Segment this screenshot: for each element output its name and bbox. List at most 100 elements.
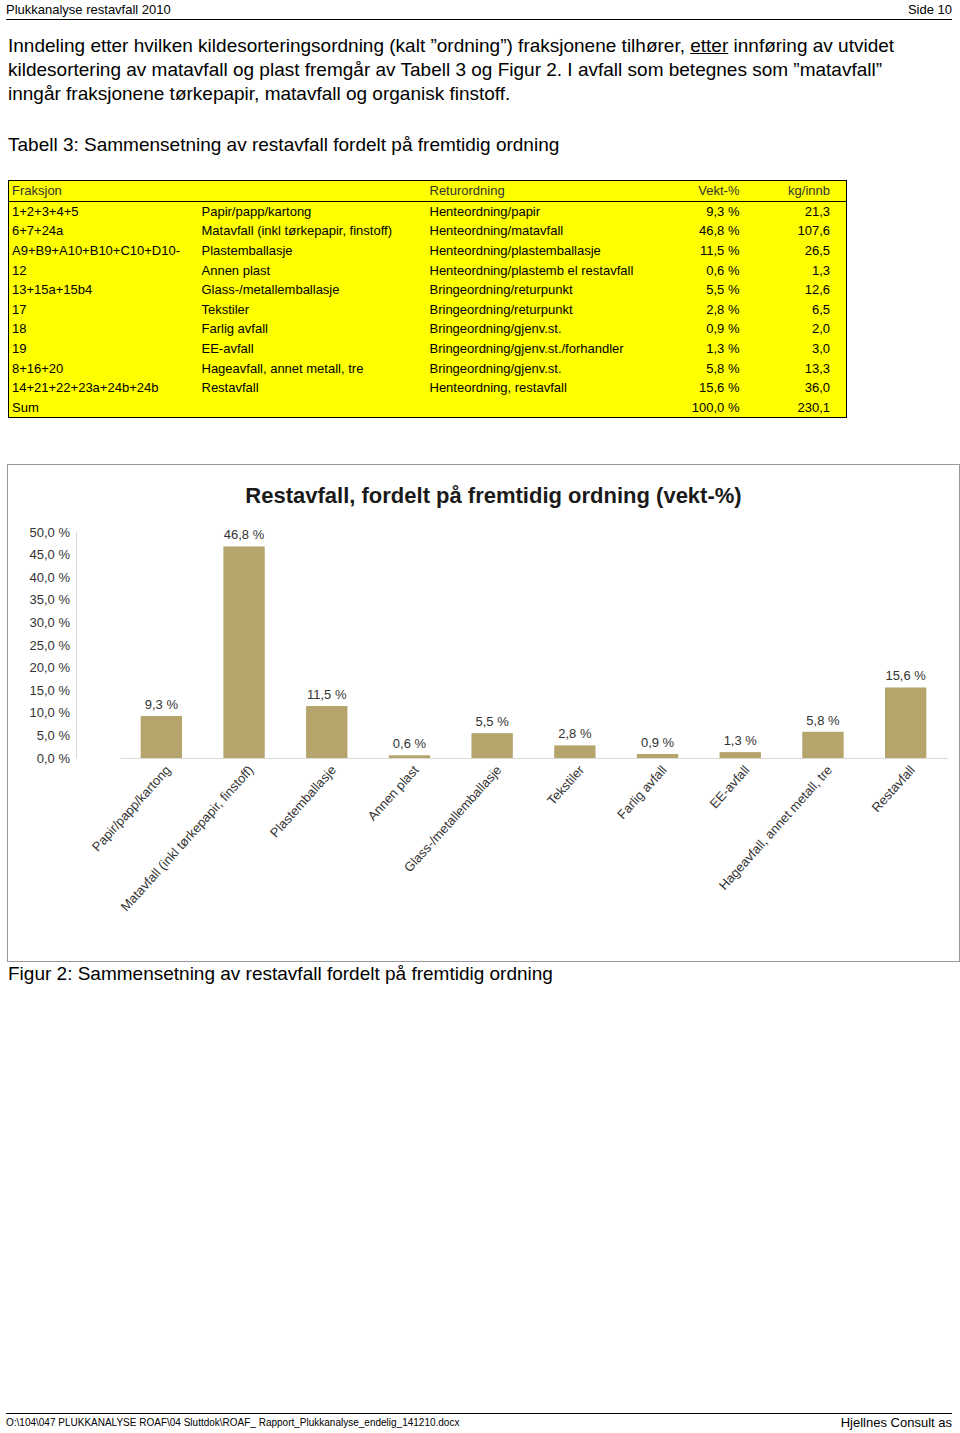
table-cell: 12 bbox=[9, 260, 199, 280]
table-header-cell: kg/innb bbox=[756, 181, 847, 202]
table-cell: 36,0 bbox=[756, 378, 847, 398]
table-cell: Bringeordning/returpunkt bbox=[427, 300, 661, 320]
bars bbox=[141, 546, 927, 758]
table-cell: Bringeordning/returpunkt bbox=[427, 280, 661, 300]
y-tick-label: 5,0 % bbox=[37, 728, 71, 743]
table-caption: Tabell 3: Sammensetning av restavfall fo… bbox=[8, 134, 559, 156]
table-cell: Bringeordning/gjenv.st. bbox=[427, 319, 661, 339]
table-cell: Henteordning/plastemballasje bbox=[427, 241, 661, 261]
data-label: 1,3 % bbox=[724, 733, 758, 748]
header-left: Plukkanalyse restavfall 2010 bbox=[6, 2, 171, 17]
x-tick: Annen plast bbox=[365, 758, 422, 824]
table-cell: Glass-/metallemballasje bbox=[199, 280, 427, 300]
x-axis-line bbox=[121, 758, 948, 759]
table-cell: 9,3 % bbox=[661, 201, 756, 221]
table-cell: 46,8 % bbox=[661, 221, 756, 241]
table-row: 19EE-avfallBringeordning/gjenv.st./forha… bbox=[9, 339, 847, 359]
table-cell: Papir/papp/kartong bbox=[199, 201, 427, 221]
y-axis-line bbox=[76, 533, 77, 759]
data-label: 5,8 % bbox=[806, 713, 840, 728]
bar bbox=[223, 546, 264, 758]
table-cell: A9+B9+A10+B10+C10+D10- bbox=[9, 241, 199, 261]
data-label: 46,8 % bbox=[224, 527, 265, 542]
x-tick-label: EE-avfall bbox=[707, 762, 753, 811]
table-cell: 1,3 bbox=[756, 260, 847, 280]
table-header-cell: Vekt-% bbox=[661, 181, 756, 202]
y-tick-label: 10,0 % bbox=[30, 705, 71, 720]
table-cell: 18 bbox=[9, 319, 199, 339]
intro-underlined: etter bbox=[690, 35, 728, 56]
x-tick-label: Tekstiler bbox=[544, 762, 587, 808]
table-cell: 21,3 bbox=[756, 201, 847, 221]
y-tick-label: 25,0 % bbox=[30, 638, 71, 653]
x-tick: Restavfall bbox=[869, 758, 918, 815]
table-cell: 2,8 % bbox=[661, 300, 756, 320]
bar bbox=[885, 687, 926, 758]
table-row: 18Farlig avfallBringeordning/gjenv.st.0,… bbox=[9, 319, 847, 339]
data-label: 9,3 % bbox=[145, 697, 179, 712]
y-tick-label: 50,0 % bbox=[30, 525, 71, 540]
y-tick-label: 30,0 % bbox=[30, 615, 71, 630]
table-cell: Bringeordning/gjenv.st. bbox=[427, 358, 661, 378]
table-cell: EE-avfall bbox=[199, 339, 427, 359]
table-cell: 3,0 bbox=[756, 339, 847, 359]
data-label: 0,9 % bbox=[641, 735, 675, 750]
table-cell: 5,5 % bbox=[661, 280, 756, 300]
footer-company: Hjellnes Consult as bbox=[841, 1415, 952, 1430]
x-tick: Matavfall (inkl tørkepapir, finstoff) bbox=[118, 758, 257, 914]
y-tick: 10,0 % bbox=[30, 705, 76, 720]
x-tick: Hageavfall, annet metall, tre bbox=[716, 758, 835, 893]
table-row: 17TekstilerBringeordning/returpunkt2,8 %… bbox=[9, 300, 847, 320]
chart-svg: Restavfall, fordelt på fremtidig ordning… bbox=[8, 465, 959, 961]
table-row: Sum100,0 %230,1 bbox=[9, 398, 847, 418]
table-cell: 0,6 % bbox=[661, 260, 756, 280]
table-row: 1+2+3+4+5Papir/papp/kartongHenteordning/… bbox=[9, 201, 847, 221]
y-tick: 30,0 % bbox=[30, 615, 76, 630]
table-row: A9+B9+A10+B10+C10+D10-PlastemballasjeHen… bbox=[9, 241, 847, 261]
bar bbox=[389, 755, 430, 758]
table-cell: 100,0 % bbox=[661, 398, 756, 418]
table-cell: 107,6 bbox=[756, 221, 847, 241]
x-tick: Plastemballasje bbox=[267, 758, 339, 840]
table-cell bbox=[427, 398, 661, 418]
y-tick: 5,0 % bbox=[37, 728, 76, 743]
x-tick-label: Plastemballasje bbox=[267, 762, 339, 840]
table-cell: 1+2+3+4+5 bbox=[9, 201, 199, 221]
table-header-cell: Fraksjon bbox=[9, 181, 199, 202]
table-cell: Tekstiler bbox=[199, 300, 427, 320]
y-tick-label: 15,0 % bbox=[30, 683, 71, 698]
chart-title: Restavfall, fordelt på fremtidig ordning… bbox=[245, 483, 741, 508]
table-cell: 17 bbox=[9, 300, 199, 320]
table-cell: 8+16+20 bbox=[9, 358, 199, 378]
table-cell: 26,5 bbox=[756, 241, 847, 261]
bar bbox=[802, 732, 843, 758]
data-label: 5,5 % bbox=[476, 714, 510, 729]
table-cell bbox=[199, 398, 427, 418]
table-cell: 2,0 bbox=[756, 319, 847, 339]
x-tick: Tekstiler bbox=[544, 758, 587, 808]
y-tick: 40,0 % bbox=[30, 570, 76, 585]
table-cell: 19 bbox=[9, 339, 199, 359]
table-cell: 15,6 % bbox=[661, 378, 756, 398]
x-tick-label: Papir/papp/kartong bbox=[89, 762, 174, 854]
data-label: 11,5 % bbox=[307, 687, 347, 702]
y-tick: 25,0 % bbox=[30, 638, 76, 653]
table-cell: Hageavfall, annet metall, tre bbox=[199, 358, 427, 378]
y-tick-label: 35,0 % bbox=[30, 592, 71, 607]
bar bbox=[720, 752, 761, 758]
bar bbox=[471, 733, 512, 758]
table-header-row: FraksjonReturordningVekt-%kg/innb bbox=[9, 181, 847, 202]
table-cell: Annen plast bbox=[199, 260, 427, 280]
bar bbox=[554, 745, 595, 758]
y-axis: 0,0 %5,0 %10,0 %15,0 %20,0 %25,0 %30,0 %… bbox=[30, 525, 77, 766]
table-cell: 12,6 bbox=[756, 280, 847, 300]
x-tick-label: Hageavfall, annet metall, tre bbox=[716, 762, 835, 892]
table-header-cell bbox=[199, 181, 427, 202]
bar bbox=[637, 754, 678, 758]
table-cell: Sum bbox=[9, 398, 199, 418]
table-cell: 6+7+24a bbox=[9, 221, 199, 241]
y-tick: 50,0 % bbox=[30, 525, 76, 540]
data-labels: 9,3 %46,8 %11,5 %0,6 %5,5 %2,8 %0,9 %1,3… bbox=[145, 527, 927, 751]
table-cell: 6,5 bbox=[756, 300, 847, 320]
table-cell: 13+15a+15b4 bbox=[9, 280, 199, 300]
